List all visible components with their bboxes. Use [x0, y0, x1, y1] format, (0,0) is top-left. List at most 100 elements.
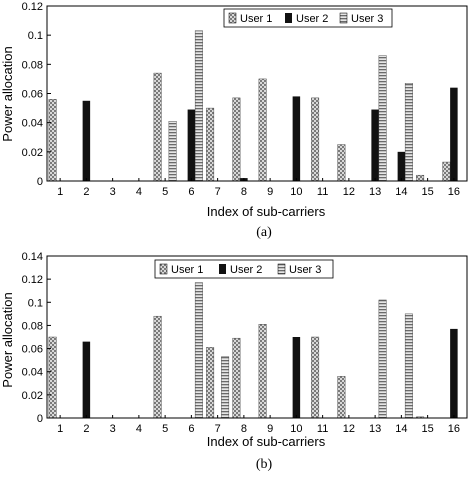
y-tick-label: 0.14 — [22, 251, 43, 263]
x-tick-label: 1 — [57, 423, 63, 435]
x-tick-label: 3 — [110, 423, 116, 435]
legend-swatch-user2 — [285, 13, 292, 23]
chart-a-ylabel: Power allocation — [0, 46, 15, 141]
x-tick-label: 6 — [188, 423, 194, 435]
x-tick-label: 14 — [395, 423, 407, 435]
bar-user1-sc5 — [153, 315, 162, 419]
bar-user2-sc2 — [82, 100, 91, 181]
x-tick-label: 15 — [422, 186, 434, 198]
x-tick-label: 8 — [241, 186, 247, 198]
bar-user1-sc5 — [153, 72, 162, 182]
bar-user3-sc6 — [194, 30, 203, 182]
legend-label-user3: User 3 — [351, 13, 383, 25]
chart-b-bars — [48, 282, 458, 419]
x-tick-label: 11 — [317, 423, 328, 435]
x-tick-label: 14 — [395, 186, 407, 198]
legend-label-user1: User 1 — [171, 264, 203, 276]
bar-user1-sc1 — [48, 336, 57, 419]
bar-user1-sc8 — [232, 337, 241, 419]
x-tick-label: 13 — [369, 423, 381, 435]
legend-label-user2: User 2 — [296, 13, 328, 25]
legend-label-user2: User 2 — [230, 264, 262, 276]
y-tick-label: 0.08 — [22, 320, 43, 332]
x-tick-label: 3 — [110, 186, 116, 198]
x-tick-label: 13 — [369, 186, 381, 198]
x-tick-label: 6 — [188, 186, 194, 198]
bar-user1-sc1 — [48, 99, 57, 182]
y-tick-label: 0.12 — [22, 1, 43, 13]
x-tick-label: 8 — [241, 423, 247, 435]
y-tick-label: 0 — [37, 176, 43, 188]
x-tick-label: 10 — [290, 423, 302, 435]
bar-user2-sc16 — [450, 328, 458, 418]
bar-user1-sc11 — [311, 97, 320, 182]
y-tick-label: 0.06 — [22, 89, 43, 101]
x-tick-label: 4 — [136, 186, 142, 198]
x-tick-label: 12 — [343, 186, 355, 198]
bar-user2-sc14 — [397, 151, 406, 181]
bar-user1-sc12 — [337, 376, 346, 419]
x-tick-label: 9 — [267, 186, 273, 198]
bar-user3-sc14 — [404, 83, 413, 182]
bar-user1-sc7 — [206, 107, 215, 182]
bar-user1-sc9 — [258, 324, 267, 419]
x-tick-label: 12 — [343, 423, 355, 435]
bar-user1-sc12 — [337, 144, 346, 182]
bar-user3-sc14 — [404, 313, 413, 419]
bar-user3-sc13 — [378, 299, 387, 419]
x-tick-label: 2 — [83, 423, 89, 435]
bar-user2-sc16 — [450, 87, 458, 181]
legend-swatch-user2 — [219, 264, 226, 274]
chart-b-axes: 00.020.040.060.080.10.120.141 2 3 4 5 6 7 8 9 10 1… — [22, 251, 468, 435]
legend-swatch-user3 — [277, 263, 286, 275]
legend-box — [154, 259, 334, 279]
plot-frame — [46, 255, 468, 419]
x-tick-label: 16 — [448, 423, 460, 435]
legend-swatch-user1 — [159, 263, 168, 275]
bar-user1-sc11 — [311, 336, 320, 419]
y-tick-label: 0 — [37, 413, 43, 425]
x-tick-label: 7 — [215, 186, 221, 198]
legend-box — [223, 8, 393, 28]
bar-user2-sc10 — [292, 337, 301, 418]
bar-user2-sc10 — [292, 96, 301, 181]
legend-label-user1: User 1 — [240, 13, 272, 25]
y-tick-label: 0.04 — [22, 367, 43, 379]
legend-swatch-user3 — [339, 12, 348, 24]
y-tick-label: 0.04 — [22, 118, 43, 130]
chart-a-legend: User 1 User 2 User 3 — [223, 8, 393, 28]
x-tick-label: 15 — [422, 423, 434, 435]
y-tick-label: 0.02 — [22, 390, 43, 402]
x-tick-label: 2 — [83, 186, 89, 198]
x-tick-label: 1 — [57, 186, 63, 198]
chart-b-ylabel: Power allocation — [0, 292, 15, 387]
chart-b: 00.020.040.060.080.10.120.141 2 3 4 5 6 7 8 9 10 1… — [0, 251, 468, 472]
x-tick-label: 4 — [136, 423, 142, 435]
y-tick-label: 0.12 — [22, 274, 43, 286]
x-tick-label: 7 — [215, 423, 221, 435]
x-tick-label: 9 — [267, 423, 273, 435]
chart-a-bars — [48, 30, 458, 182]
bar-user1-sc8 — [232, 97, 241, 182]
y-tick-label: 0.1 — [28, 30, 43, 42]
bar-user1-sc15 — [416, 174, 425, 182]
chart-a-xlabel: Index of sub-carriers — [207, 204, 326, 219]
chart-b-xlabel: Index of sub-carriers — [207, 434, 326, 449]
chart-a-axes: 00.020.040.060.080.10.121 2 3 4 5 6 7 8 9 10 11 12 1… — [22, 1, 468, 198]
bar-user3-sc5 — [168, 121, 177, 182]
chart-b-caption: (b) — [256, 457, 273, 472]
bar-user3-sc13 — [378, 55, 387, 182]
bar-user3-sc6 — [194, 282, 203, 419]
bar-user1-sc9 — [258, 78, 267, 182]
legend-label-user3: User 3 — [289, 264, 321, 276]
bar-user2-sc2 — [82, 341, 91, 418]
chart-a-caption: (a) — [256, 225, 272, 240]
x-tick-label: 11 — [317, 186, 328, 198]
legend-swatch-user1 — [228, 12, 237, 24]
bar-user1-sc7 — [206, 347, 215, 419]
bar-user1-sc16 — [442, 161, 451, 182]
x-tick-label: 16 — [448, 186, 460, 198]
y-tick-label: 0.08 — [22, 59, 43, 71]
x-tick-label: 5 — [162, 186, 168, 198]
